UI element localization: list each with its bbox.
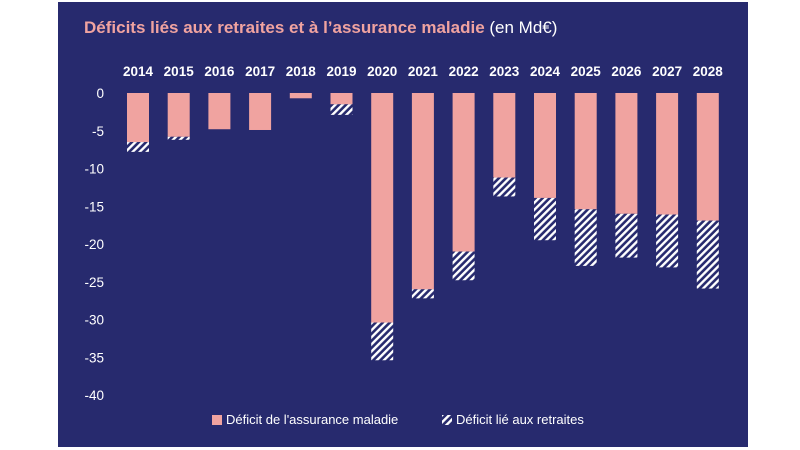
x-tick-label: 2016 xyxy=(204,64,235,79)
y-tick-label: -10 xyxy=(84,162,104,177)
x-tick-label: 2027 xyxy=(652,64,682,79)
x-axis-labels: 2014 2015 2016 2017 2018 2019 2020 2021 2022 2023… xyxy=(123,64,723,79)
bar-pensions-2015 xyxy=(167,136,190,140)
bar-health-2027 xyxy=(656,93,679,215)
bar-pensions-2020 xyxy=(371,322,394,361)
chart-title: Déficits liés aux retraites et à l’assur… xyxy=(84,18,557,38)
y-tick-label: -40 xyxy=(84,388,104,403)
legend-label-health: Déficit de l'assurance maladie xyxy=(226,412,398,427)
legend-swatch-pensions xyxy=(442,415,452,425)
x-tick-label: 2018 xyxy=(286,64,317,79)
bar-health-2017 xyxy=(249,93,272,130)
bar-health-2018 xyxy=(289,93,312,99)
bar-pensions-2024 xyxy=(534,197,556,241)
bars xyxy=(127,93,719,361)
y-tick-label: -5 xyxy=(92,124,104,139)
bar-health-2023 xyxy=(493,93,516,178)
bar-pensions-2023 xyxy=(493,177,516,197)
x-tick-label: 2017 xyxy=(245,64,275,79)
bar-pensions-2026 xyxy=(615,213,638,258)
bar-health-2015 xyxy=(167,93,190,137)
bar-health-2021 xyxy=(411,93,434,290)
x-tick-label: 2024 xyxy=(530,64,561,79)
x-tick-label: 2025 xyxy=(571,64,602,79)
x-tick-label: 2028 xyxy=(693,64,724,79)
legend-label-pensions: Déficit lié aux retraites xyxy=(456,412,584,427)
bar-health-2025 xyxy=(574,93,597,210)
bar-health-2019 xyxy=(330,93,353,105)
y-tick-label: -35 xyxy=(84,350,104,365)
legend-swatch-health xyxy=(212,415,222,425)
x-tick-label: 2022 xyxy=(449,64,479,79)
y-tick-label: -30 xyxy=(84,313,104,328)
x-tick-label: 2014 xyxy=(123,64,154,79)
x-tick-label: 2015 xyxy=(164,64,195,79)
y-tick-label: 0 xyxy=(96,86,104,101)
bar-health-2020 xyxy=(371,93,394,323)
chart-title-unit: (en Md€) xyxy=(489,18,558,37)
bar-pensions-2019 xyxy=(330,104,353,115)
x-tick-label: 2019 xyxy=(326,64,356,79)
bar-health-2014 xyxy=(127,93,149,143)
x-tick-label: 2026 xyxy=(611,64,642,79)
x-tick-label: 2020 xyxy=(367,64,397,79)
legend: Déficit de l'assurance maladie Déficit l… xyxy=(212,412,584,427)
bar-pensions-2022 xyxy=(452,251,475,281)
y-tick-label: -25 xyxy=(84,275,104,290)
bar-pensions-2028 xyxy=(696,220,719,289)
bar-pensions-2025 xyxy=(574,209,597,266)
bar-pensions-2027 xyxy=(656,214,679,268)
y-tick-label: -20 xyxy=(84,237,104,252)
bar-health-2028 xyxy=(696,93,719,221)
chart-title-text: Déficits liés aux retraites et à l’assur… xyxy=(84,18,485,37)
x-tick-label: 2021 xyxy=(408,64,439,79)
bar-health-2024 xyxy=(534,93,556,198)
bar-health-2026 xyxy=(615,93,638,214)
bar-pensions-2021 xyxy=(411,289,434,299)
bar-health-2016 xyxy=(208,93,231,130)
bar-health-2022 xyxy=(452,93,475,252)
x-tick-label: 2023 xyxy=(489,64,520,79)
bar-pensions-2014 xyxy=(127,142,149,152)
y-axis-ticks: 0 -5 -10 -15 -20 -25 -30 -35 -40 xyxy=(84,86,104,403)
y-tick-label: -15 xyxy=(84,199,104,214)
